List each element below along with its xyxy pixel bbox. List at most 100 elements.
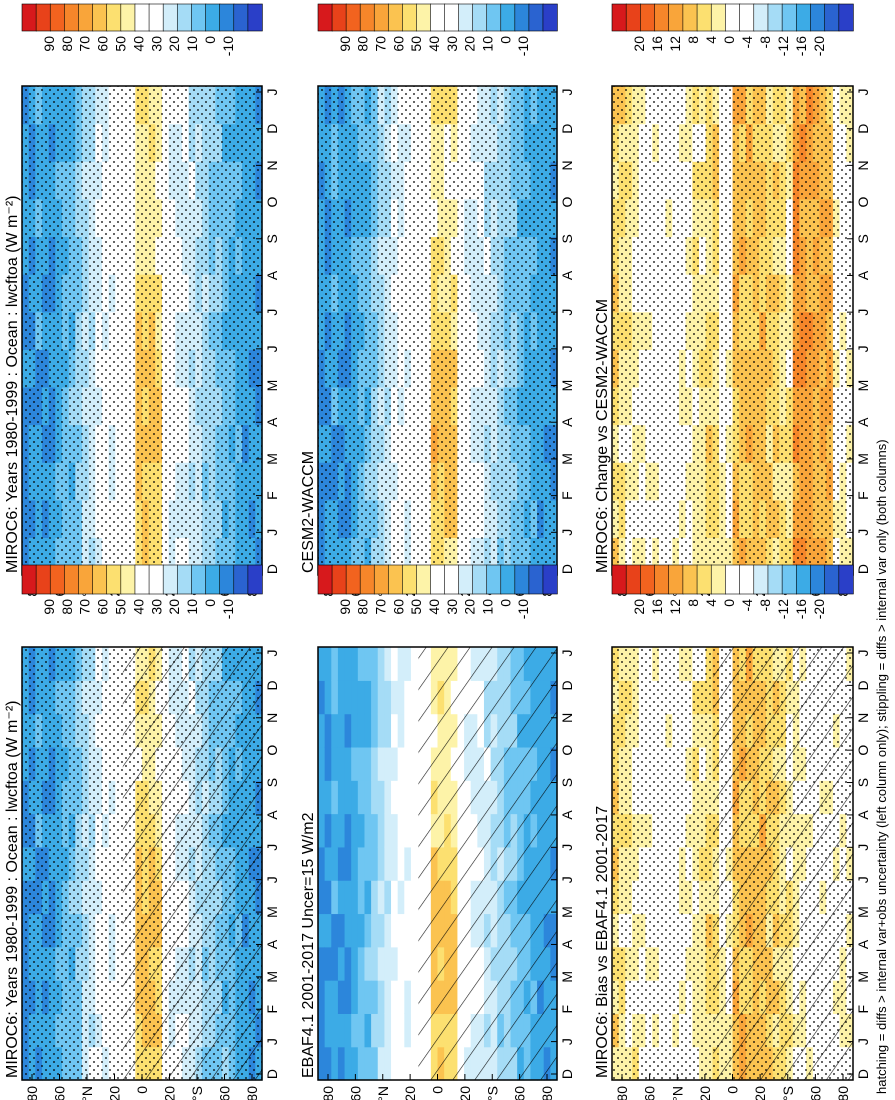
heatmap-cell [351, 813, 359, 848]
colorbar-tick-label: -12 [775, 36, 791, 56]
colorbar-swatch [696, 564, 712, 595]
heatmap-cell [377, 946, 385, 981]
colorbar-swatch [331, 3, 347, 32]
month-tick-label: O [559, 745, 575, 756]
heatmap-cell [344, 913, 352, 948]
lat-tick-label: 0 [134, 1086, 150, 1094]
heatmap-cell [410, 680, 419, 715]
month-tick-label: M [264, 380, 280, 392]
heatmap-cell [384, 713, 392, 748]
lat-tick-label: °N [79, 1086, 95, 1100]
colorbar-swatch [528, 3, 544, 32]
heatmap-cell [397, 780, 405, 815]
heatmap-cell [397, 846, 405, 881]
heatmap-cell [410, 647, 419, 681]
month-tick-label: M [559, 906, 575, 918]
panel-top-left: 80 60 °N 20 0 20 °S 60 80 D J F M A M J J A S O N D J MIROC6: Y… [4, 564, 280, 1100]
colorbar-swatch [49, 564, 66, 595]
colorbar-swatch [35, 564, 51, 595]
colorbar-swatch [148, 3, 164, 32]
heatmap-cell [404, 913, 412, 948]
heatmap-cell [404, 647, 412, 681]
lat-tick-label: 20 [752, 1086, 768, 1100]
colorbar-swatch [739, 564, 755, 595]
heatmap-cell [364, 880, 372, 915]
colorbar-swatch [767, 564, 783, 595]
heatmap-cell [410, 780, 419, 815]
month-tick-label: S [855, 778, 871, 787]
heatmap-cell [331, 846, 339, 881]
colorbar-swatch [359, 3, 375, 32]
month-tick-label: J [559, 89, 575, 96]
colorbar-swatch [458, 3, 474, 32]
heatmap-cell [357, 946, 366, 981]
colorbar-swatch [696, 3, 712, 32]
heatmap-cell [410, 713, 419, 748]
heatmap-cell [324, 946, 332, 981]
colorbar-swatch [458, 564, 474, 595]
heatmap-cell [324, 680, 332, 715]
month-tick-label: M [264, 971, 280, 983]
colorbar-swatch [528, 564, 544, 595]
heatmap-cell [371, 813, 379, 848]
heatmap-cell [344, 980, 352, 1014]
month-tick-label: J [264, 876, 280, 883]
month-tick-label: J [264, 345, 280, 352]
heatmap-cell [410, 746, 419, 781]
colorbar-swatch [35, 3, 51, 32]
colorbar-tick-label: 70 [372, 36, 388, 52]
month-tick-label: D [559, 680, 575, 690]
heatmap-cell [410, 880, 419, 915]
colorbar-tick-label: 16 [649, 36, 665, 52]
heatmap-cell [344, 946, 352, 981]
colorbar: 20 16 12 8 4 0 -4 -8 -12 -16 -20 [611, 3, 854, 56]
colorbar-tick-label: -10 [515, 36, 531, 56]
colorbar-tick-label: 40 [426, 36, 442, 52]
colorbar-tick-label: 30 [148, 36, 164, 52]
colorbar-swatch [430, 564, 446, 595]
heatmap-cell [331, 746, 339, 781]
heatmap-cell [318, 1013, 326, 1048]
colorbar-tick-label: 60 [95, 599, 111, 615]
heatmap-cell [404, 980, 412, 1014]
colorbar-swatch [205, 3, 221, 32]
heatmap-cell [318, 946, 326, 981]
heatmap-cell [364, 913, 372, 948]
month-tick-label: S [559, 234, 575, 243]
colorbar-swatch [233, 564, 249, 595]
colorbar-swatch [317, 564, 333, 595]
colorbar: 90 80 70 60 50 40 30 20 10 0 -10 [317, 564, 558, 619]
heatmap-cell [371, 880, 379, 915]
month-tick-label: S [559, 778, 575, 787]
panel-title: MIROC6: Years 1980-1999 : Ocean : lwcfto… [4, 196, 21, 573]
heatmap-cell [377, 813, 385, 848]
colorbar-tick-label: 30 [444, 36, 460, 52]
colorbar-tick-label: 4 [703, 599, 719, 607]
heatmap-cell [404, 813, 412, 848]
heatmap-cell [404, 746, 412, 781]
heatmap-cell [391, 946, 399, 981]
heatmap-cell [364, 846, 372, 881]
heatmap-cell [331, 1046, 339, 1081]
colorbar-swatch [373, 564, 389, 595]
heatmap-cell [324, 1046, 332, 1081]
colorbar-swatch [753, 564, 769, 595]
month-tick-label: A [855, 810, 871, 820]
colorbar-swatch [162, 564, 178, 595]
heatmap-cell [377, 846, 385, 881]
month-tick-label: S [264, 778, 280, 787]
colorbar-swatch [611, 3, 627, 32]
heatmap-cell [397, 1013, 405, 1048]
colorbar-swatch [710, 564, 727, 595]
heatmap-cell [318, 680, 326, 715]
month-tick-label: J [559, 650, 575, 657]
heatmap-cell [384, 647, 392, 681]
heatmap-cell [357, 846, 366, 881]
month-tick-label: J [855, 345, 871, 352]
lat-tick-label: 80 [244, 1086, 260, 1100]
colorbar-swatch [78, 3, 94, 32]
month-tick-label: A [264, 939, 280, 949]
colorbar-swatch [824, 564, 840, 595]
